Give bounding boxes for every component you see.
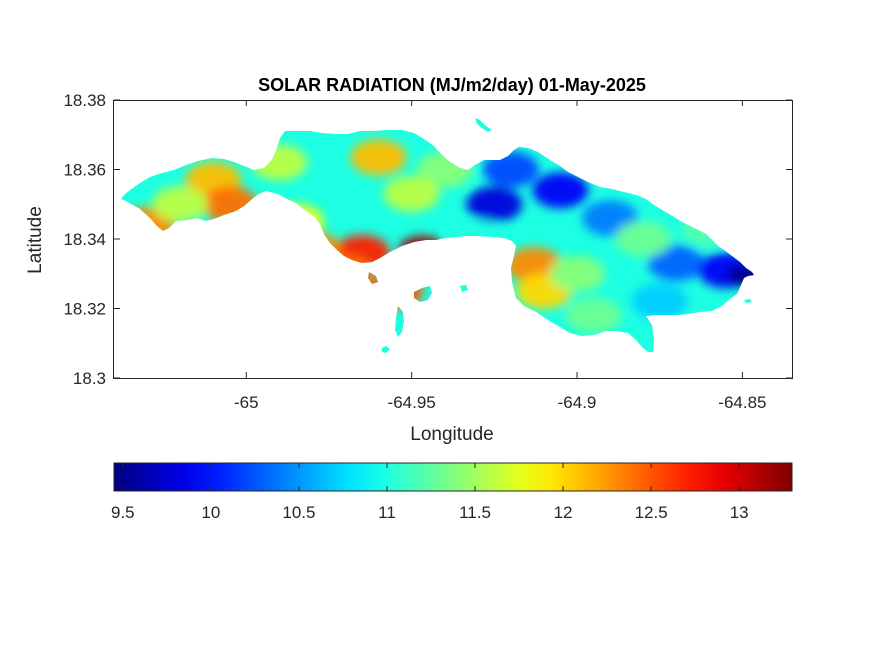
colorbar-tick-label: 9.5 <box>111 503 135 522</box>
x-tick-label: -64.9 <box>558 393 597 412</box>
radiation-cell <box>615 221 672 257</box>
colorbar-tick-label: 11 <box>378 503 396 522</box>
chart-title: SOLAR RADIATION (MJ/m2/day) 01-May-2025 <box>258 75 646 95</box>
radiation-cell <box>482 151 539 188</box>
y-tick-label: 18.36 <box>63 161 106 180</box>
colorbar-tick-label: 12.5 <box>635 503 668 522</box>
x-tick-label: -65 <box>234 393 259 412</box>
x-tick-label: -64.85 <box>718 393 766 412</box>
radiation-cell <box>152 186 209 223</box>
colorbar-tick-label: 10.5 <box>282 503 315 522</box>
y-tick-label: 18.34 <box>63 230 106 249</box>
radiation-cell <box>466 186 523 223</box>
y-tick-label: 18.3 <box>73 369 106 388</box>
y-axis: 18.3 18.32 18.34 18.36 18.38 <box>63 91 792 388</box>
radiation-cell <box>350 139 407 176</box>
y-tick-label: 18.32 <box>63 300 106 319</box>
x-axis: -65 -64.95 -64.9 -64.85 <box>234 100 766 412</box>
y-tick-label: 18.38 <box>63 91 106 110</box>
radiation-cell <box>532 172 589 209</box>
colorbar-tick-label: 10 <box>201 503 220 522</box>
y-axis-label: Latitude <box>25 206 46 274</box>
radiation-cell <box>631 283 688 320</box>
colorbar <box>113 462 793 492</box>
colorbar-tick-label: 12 <box>554 503 573 522</box>
radiation-cell <box>383 175 440 212</box>
colorbar-tick-label: 11.5 <box>459 503 491 522</box>
x-tick-label: -64.95 <box>388 393 436 412</box>
radiation-cell <box>727 263 754 288</box>
radiation-cell <box>549 255 606 292</box>
radiation-cell <box>648 245 705 282</box>
colorbar-tick-label: 13 <box>730 503 749 522</box>
x-axis-label: Longitude <box>410 424 493 445</box>
radiation-cell <box>565 297 622 334</box>
colorbar-ticks: 9.5 10 10.5 11 11.5 12 12.5 13 <box>111 463 749 522</box>
